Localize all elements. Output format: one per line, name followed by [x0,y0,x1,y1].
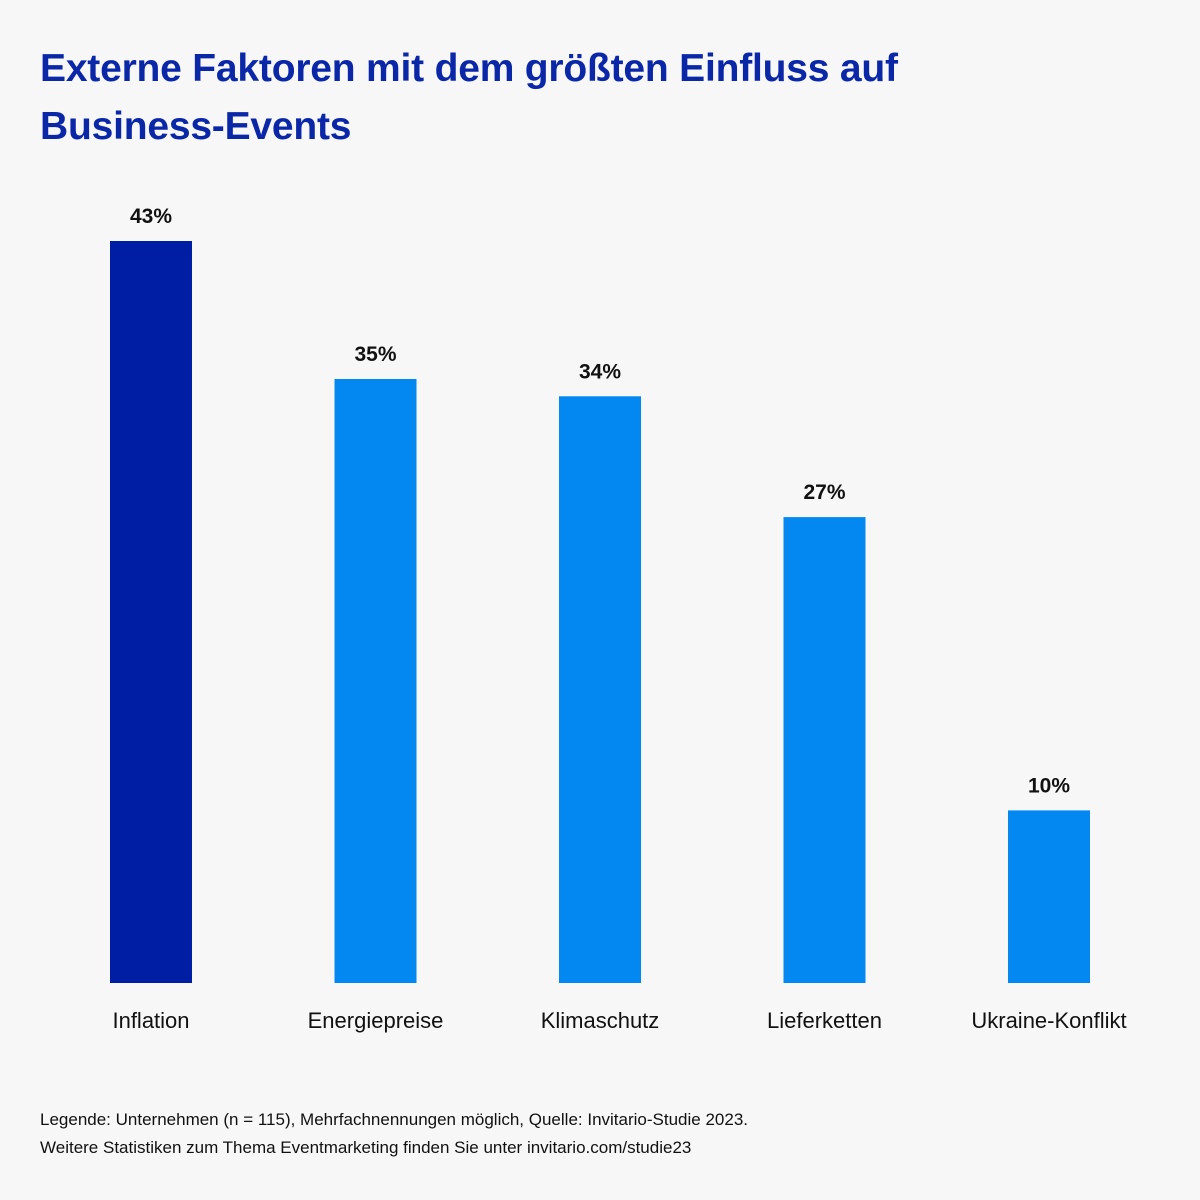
chart-title-line-2: Business-Events [40,105,352,148]
category-label-lieferketten: Lieferketten [767,1008,882,1033]
bar-ukraine-konflikt [1008,810,1090,983]
data-label-klimaschutz: 34% [579,360,621,383]
footer-more-statistics: Weitere Statistiken zum Thema Eventmarke… [40,1138,692,1157]
data-label-inflation: 43% [130,205,172,228]
bar-lieferketten [783,517,866,983]
chart-title-line-1: Externe Faktoren mit dem größten Einflus… [40,47,898,90]
bar-energiepreise [334,379,417,983]
chart-footer: Legende: Unternehmen (n = 115), Mehrfach… [40,1106,1160,1162]
bar-klimaschutz [559,396,641,983]
bar-inflation [110,241,192,983]
data-label-ukraine-konflikt: 10% [1028,774,1070,797]
category-label-inflation: Inflation [112,1008,189,1033]
data-label-energiepreise: 35% [354,343,396,366]
chart-title: Externe Faktoren mit dem größten Einflus… [40,40,1140,156]
category-label-ukraine-konflikt: Ukraine-Konflikt [971,1008,1126,1033]
category-label-energiepreise: Energiepreise [308,1008,444,1033]
category-label-klimaschutz: Klimaschutz [541,1008,660,1033]
data-label-lieferketten: 27% [803,481,845,504]
footer-legend-source: Legende: Unternehmen (n = 115), Mehrfach… [40,1110,748,1129]
